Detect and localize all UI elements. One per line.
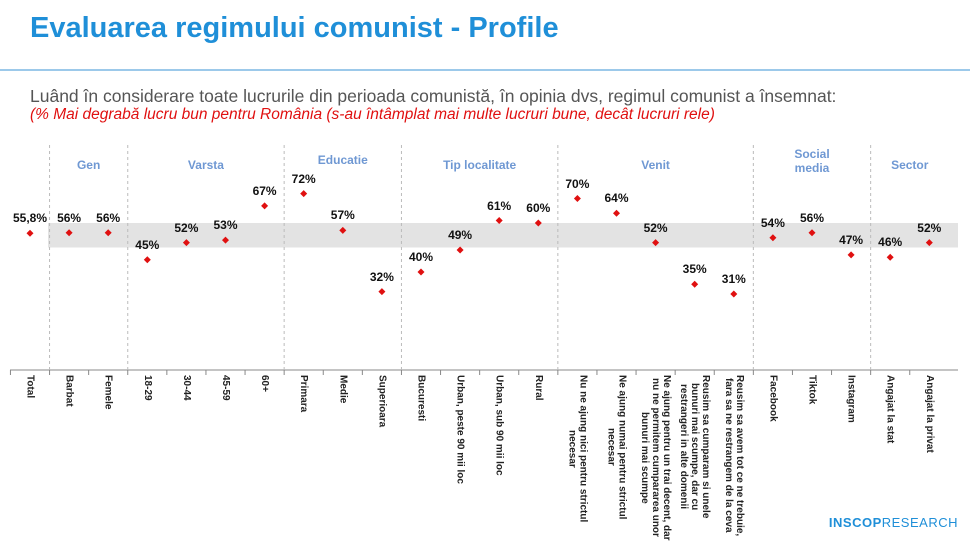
category-label: Facebook [767,375,779,422]
data-point [261,202,269,210]
inscop-logo: INSCOPRESEARCH [828,515,958,530]
category-label: Ne ajung numai pentru strictul necesar [605,375,628,520]
chart-subtitle: (% Mai degrabă lucru bun pentru România … [30,106,715,123]
data-point [339,226,347,234]
category-label: Rural [532,375,544,401]
data-label: 40% [408,250,434,264]
data-label: 56% [57,210,82,225]
category-label: 30-44 [180,375,192,401]
data-point [300,190,308,198]
data-label: 47% [839,232,864,247]
data-point [769,234,777,242]
question-text: Luând în considerare toate lucrurile din… [30,86,837,106]
data-label: 70% [565,176,590,191]
data-point [652,239,660,247]
category-label: 60+ [259,375,271,392]
category-label: Urban, peste 90 mii loc [454,375,466,484]
category-label: Reusim sa avem tot ce ne trebuie, fara s… [722,375,745,537]
category-label: Medie [337,375,349,404]
data-label: 67% [252,183,277,198]
data-point [573,195,581,202]
data-point [143,256,151,264]
data-label: 45% [135,237,160,252]
data-label: 46% [878,235,903,250]
data-label: 57% [330,208,355,223]
data-point [456,246,464,254]
data-label: 35% [682,262,707,277]
data-point [182,239,190,247]
data-point [691,280,699,288]
reference-band [48,223,958,248]
data-label: 56% [96,210,121,225]
category-label: Reusim sa cumparam si unele bunuri mai s… [678,375,712,519]
category-label: Primara [298,375,310,413]
data-label: 53% [213,218,238,233]
data-label: 72% [291,171,316,186]
category-label: 45-59 [220,375,231,401]
title-divider [0,69,970,71]
data-point [417,268,425,276]
category-label: Nu ne ajung nici pentru strictul necesar [566,375,589,523]
data-label: 55,8% [12,211,48,226]
data-point [613,209,620,217]
group-label: Varsta [187,158,224,172]
data-point [495,217,503,225]
data-label: 49% [448,227,473,242]
category-label: 18-29 [141,375,153,401]
data-point [222,236,229,244]
category-label: Instagram [845,375,857,423]
data-label: 31% [721,272,746,287]
category-label: Total [24,375,36,399]
data-label: 52% [643,220,668,235]
data-point [886,253,894,261]
data-label: 64% [604,191,629,206]
group-label: Tip localitate [443,158,517,172]
category-label: Urban, sub 90 mii loc [493,375,505,476]
category-label: Ne ajung pentru un trai decent, dar nu n… [639,375,673,541]
data-point [730,290,738,298]
data-label: 60% [526,201,551,215]
group-label: Sector [891,158,929,172]
data-point [104,229,112,237]
page-title: Evaluarea regimului comunist - Profile [30,12,559,44]
group-label: Social media [794,147,830,175]
data-label: 32% [369,269,394,284]
data-point [378,288,386,296]
category-label: Bucuresti [415,375,427,422]
category-label: Angajat la stat [884,375,896,444]
data-label: 52% [174,220,199,235]
category-label: Superioara [376,375,388,428]
group-label: Venit [641,158,670,172]
data-label: 54% [760,215,785,230]
group-label: Educatie [317,153,368,167]
category-label: Angajat la privat [923,375,935,453]
category-label: Barbat [63,375,75,407]
group-label: Gen [76,158,101,172]
data-point [847,251,855,259]
data-point [26,229,34,237]
data-point [808,229,816,237]
data-point [534,219,542,227]
data-label: 61% [487,198,512,213]
category-label: Tiktok [806,375,818,405]
data-label: 52% [917,220,942,235]
data-label: 56% [799,210,825,225]
category-label: Femele [102,375,114,410]
data-point [65,229,73,237]
data-point [925,239,933,247]
